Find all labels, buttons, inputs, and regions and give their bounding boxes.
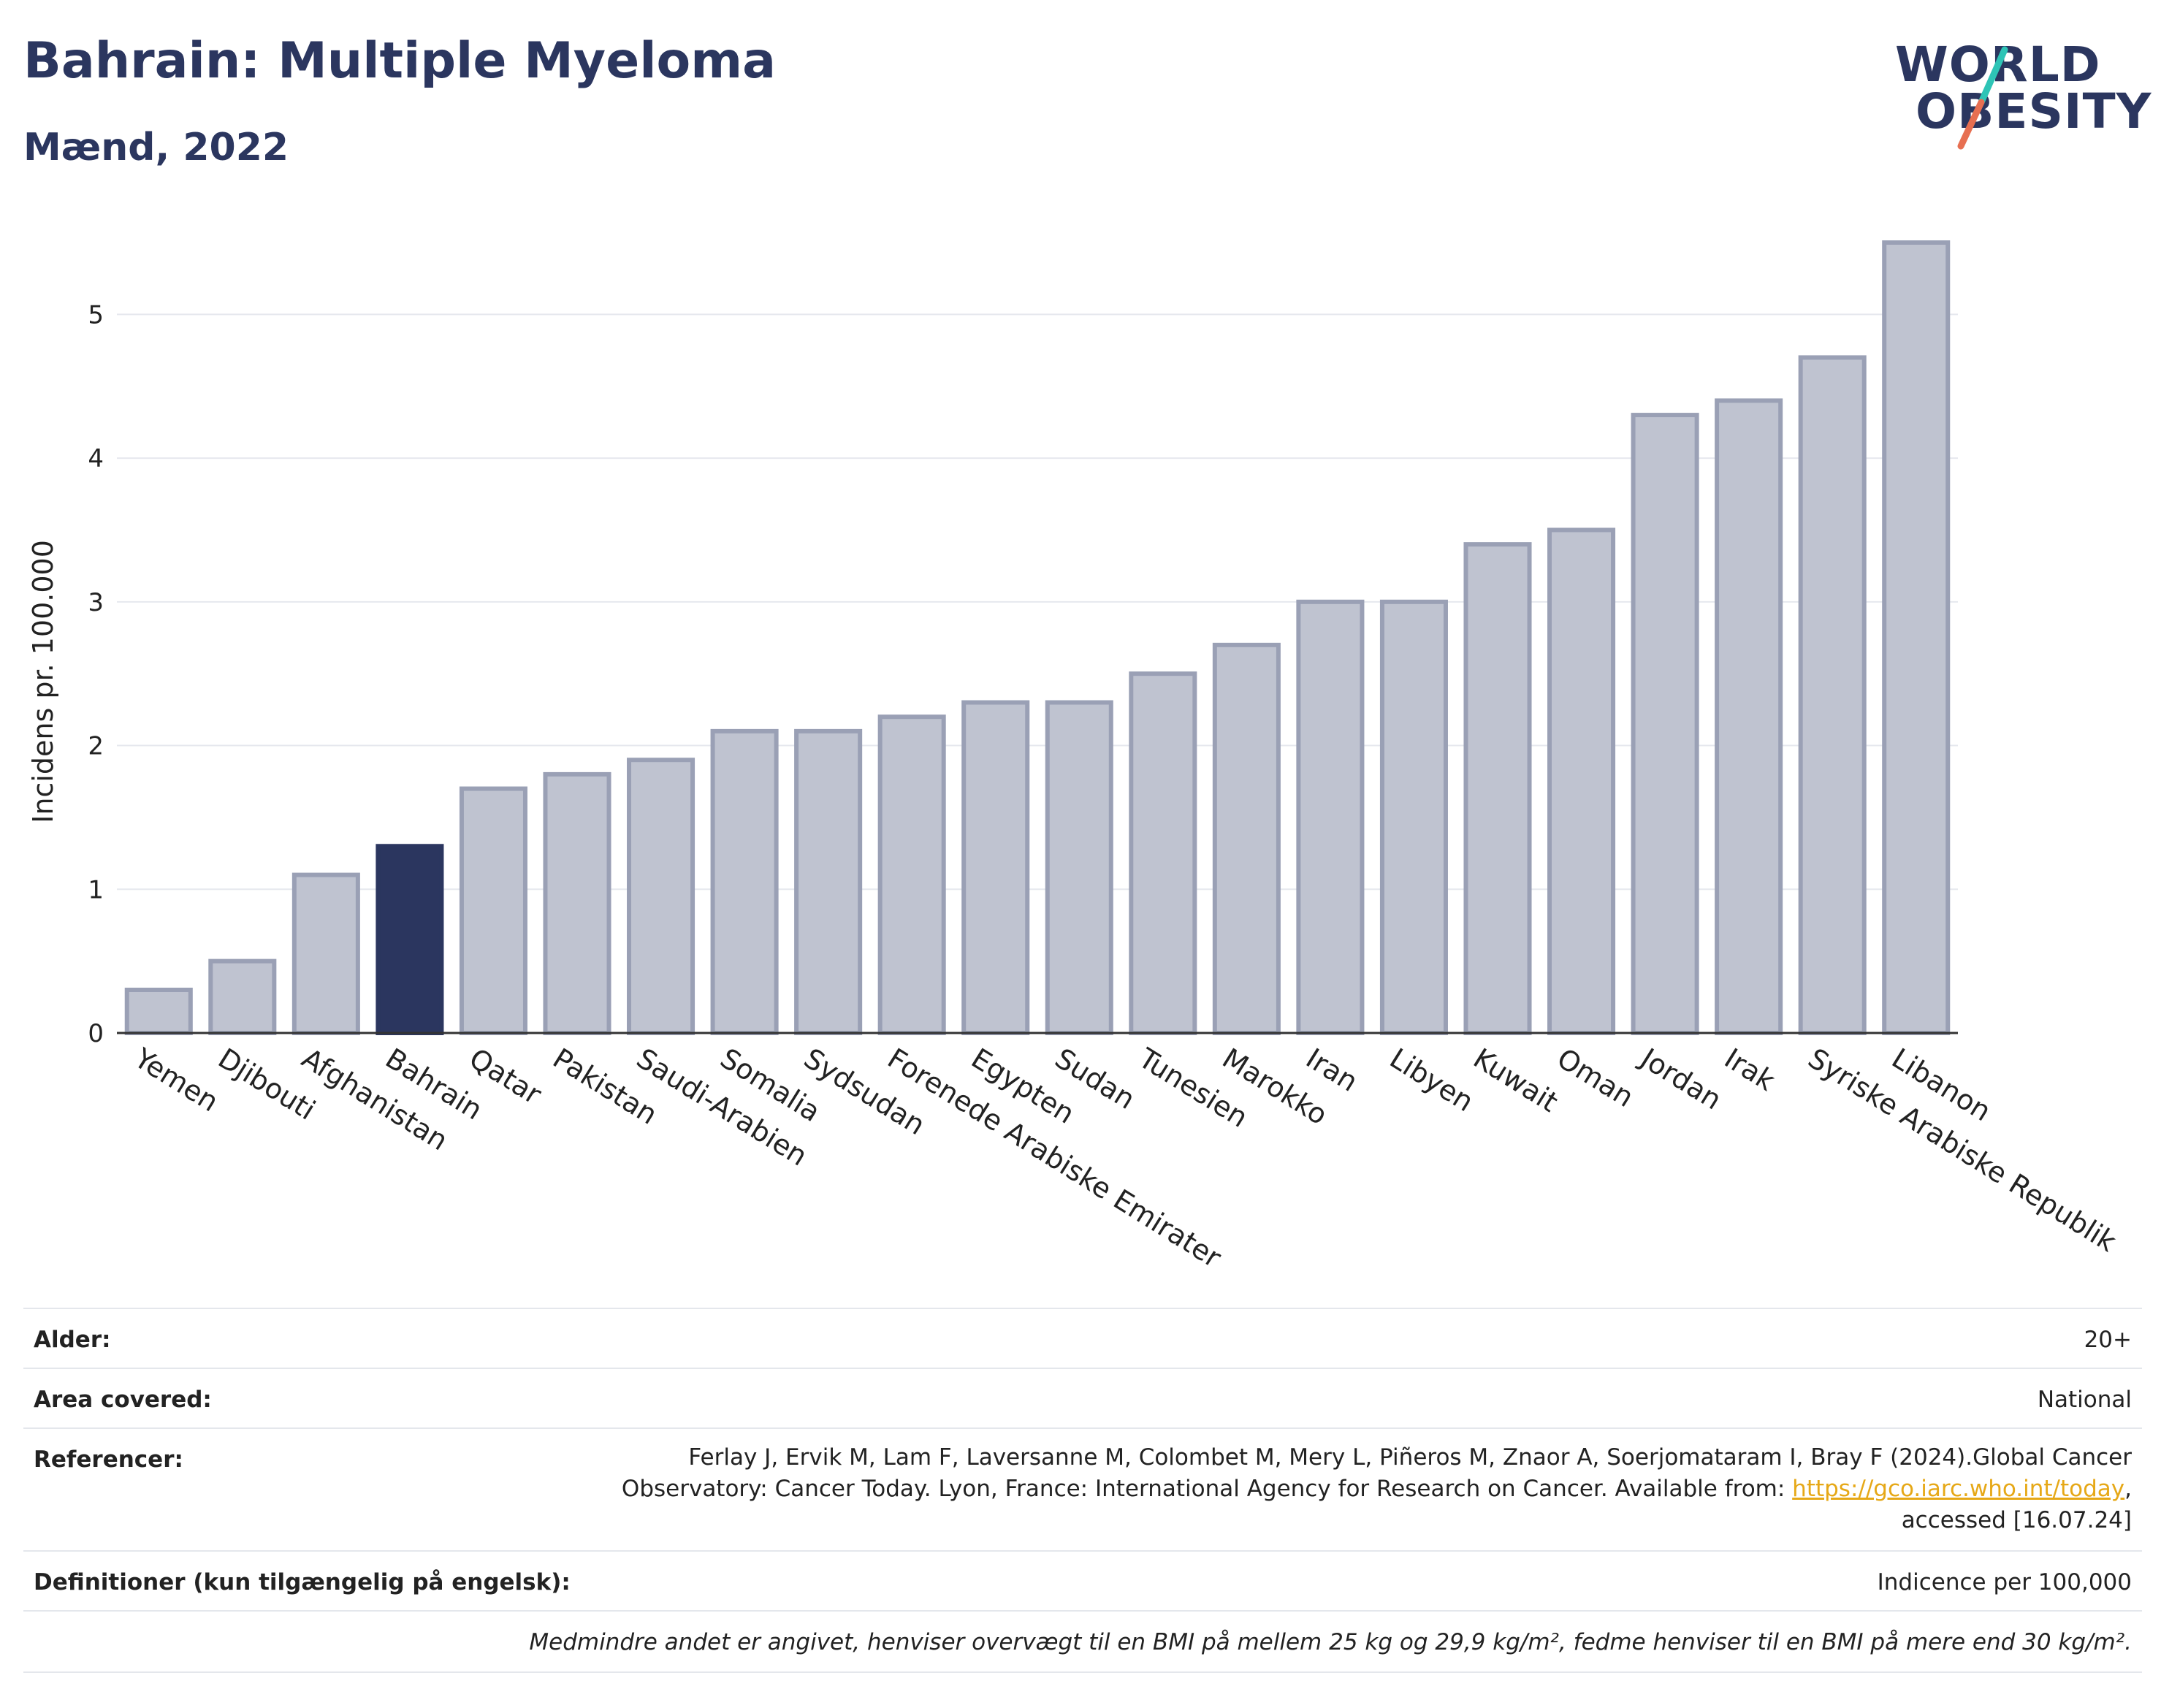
y-tick-label: 2 bbox=[88, 732, 104, 761]
y-tick-label: 1 bbox=[88, 875, 104, 904]
bar bbox=[1379, 599, 1448, 1035]
age-value: 20+ bbox=[2084, 1327, 2132, 1353]
page-subtitle: Mænd, 2022 bbox=[23, 126, 289, 169]
bar bbox=[1631, 413, 1699, 1035]
x-tick-label: Libyen bbox=[1384, 1042, 1479, 1118]
bar bbox=[208, 958, 277, 1035]
meta-row-definitions: Definitioner (kun tilgængelig på engelsk… bbox=[23, 1550, 2142, 1612]
meta-row-references: Referencer: Ferlay J, Ervik M, Lam F, La… bbox=[23, 1427, 2142, 1552]
reference-line-1: Ferlay J, Ervik M, Lam F, Laversanne M, … bbox=[688, 1444, 2132, 1471]
references-label: Referencer: bbox=[34, 1446, 183, 1473]
bar bbox=[1296, 599, 1365, 1035]
age-label: Alder: bbox=[34, 1327, 111, 1353]
x-tick-label: Jordan bbox=[1634, 1041, 1728, 1116]
x-tick-label: Kuwait bbox=[1468, 1042, 1563, 1118]
bar bbox=[124, 987, 193, 1035]
footnote: Medmindre andet er angivet, henviser ove… bbox=[529, 1629, 2132, 1655]
x-tick-label: Syriske Arabiske Republik bbox=[1802, 1042, 2122, 1258]
bar bbox=[376, 844, 444, 1035]
x-tick-label: Yemen bbox=[129, 1042, 224, 1118]
page-title: Bahrain: Multiple Myeloma bbox=[23, 32, 776, 90]
bar bbox=[459, 786, 527, 1035]
reference-line-2: Observatory: Cancer Today. Lyon, France:… bbox=[525, 1473, 2132, 1505]
reference-line-3: accessed [16.07.24] bbox=[1901, 1507, 2132, 1533]
world-obesity-logo: WORLD OBESITY bbox=[1895, 37, 2151, 153]
y-tick-label: 5 bbox=[88, 300, 104, 329]
bar bbox=[1715, 398, 1783, 1035]
bar bbox=[877, 714, 946, 1035]
reference-line-2-text: Observatory: Cancer Today. Lyon, France:… bbox=[621, 1476, 1793, 1502]
logo-stripe-icon bbox=[1957, 46, 2008, 150]
meta-row-note: Medmindre andet er angivet, henviser ove… bbox=[23, 1610, 2142, 1673]
bar bbox=[794, 728, 863, 1035]
bar bbox=[1212, 642, 1281, 1035]
reference-line-2-end: , bbox=[2124, 1476, 2132, 1502]
x-tick-label: Oman bbox=[1552, 1042, 1639, 1113]
bar bbox=[543, 771, 611, 1035]
x-tick-label: Irak bbox=[1719, 1042, 1780, 1097]
bar bbox=[710, 728, 779, 1035]
bar bbox=[961, 700, 1030, 1035]
meta-row-area: Area covered: National bbox=[23, 1368, 2142, 1429]
bar bbox=[1463, 542, 1532, 1035]
area-label: Area covered: bbox=[34, 1387, 212, 1413]
definitions-label: Definitioner (kun tilgængelig på engelsk… bbox=[34, 1569, 571, 1595]
y-tick-label: 4 bbox=[88, 444, 104, 473]
bar bbox=[291, 872, 360, 1035]
bar bbox=[1882, 240, 1951, 1035]
references-value: Ferlay J, Ervik M, Lam F, Laversanne M, … bbox=[525, 1442, 2132, 1536]
reference-link[interactable]: https://gco.iarc.who.int/today bbox=[1792, 1476, 2125, 1502]
meta-row-age: Alder: 20+ bbox=[23, 1308, 2142, 1369]
definitions-value: Indicence per 100,000 bbox=[1877, 1569, 2132, 1595]
bar bbox=[627, 758, 695, 1035]
bar bbox=[1798, 355, 1867, 1035]
bar bbox=[1547, 527, 1616, 1035]
y-tick-label: 0 bbox=[88, 1019, 104, 1048]
bar bbox=[1129, 671, 1197, 1035]
bar bbox=[1045, 700, 1113, 1035]
y-axis-label: Incidens pr. 100.000 bbox=[27, 540, 59, 823]
area-value: National bbox=[2037, 1387, 2132, 1413]
logo-line2: OBESITY bbox=[1916, 83, 2152, 140]
y-tick-label: 3 bbox=[88, 588, 104, 617]
